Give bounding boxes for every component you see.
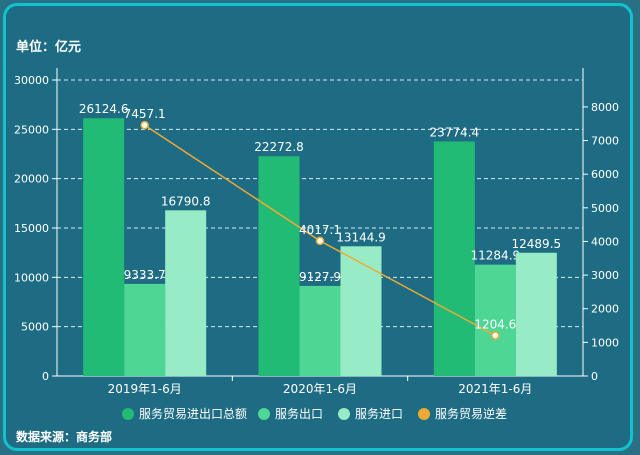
x-tick-label: 2021年1-6月 — [458, 382, 532, 396]
y-right-tick-label: 3000 — [591, 269, 619, 282]
bar — [474, 264, 516, 376]
bar — [340, 246, 382, 376]
source-label: 数据来源：商务部 — [16, 430, 113, 444]
y-right-tick-label: 0 — [591, 370, 598, 383]
bar-data-label: 12489.5 — [512, 237, 562, 251]
bar — [258, 156, 300, 376]
bar — [83, 118, 125, 377]
deficit-data-label: 1204.6 — [474, 317, 516, 331]
bar — [165, 210, 207, 376]
y-left-tick-label: 25000 — [14, 123, 49, 136]
y-left-tick-label: 0 — [42, 370, 49, 383]
bar-data-label: 13144.9 — [336, 230, 386, 244]
bar-data-label: 11284.9 — [471, 249, 521, 263]
legend-label: 服务出口 — [275, 406, 323, 421]
deficit-point — [140, 120, 149, 130]
y-left-tick-label: 20000 — [14, 173, 49, 186]
unit-label: 单位：亿元 — [16, 40, 82, 55]
x-tick-label: 2019年1-6月 — [108, 382, 182, 396]
y-right-tick-label: 8000 — [591, 101, 619, 114]
y-right-tick-label: 2000 — [591, 303, 619, 316]
bar-data-label: 22272.8 — [254, 140, 304, 154]
legend-marker — [258, 408, 270, 420]
y-left-tick-label: 15000 — [14, 222, 49, 235]
legend-label: 服务贸易逆差 — [435, 406, 507, 421]
bar — [299, 285, 341, 376]
x-tick-label: 2020年1-6月 — [283, 382, 357, 396]
legend-label: 服务进口 — [355, 406, 403, 421]
y-right-tick-label: 6000 — [591, 168, 619, 181]
deficit-data-label: 7457.1 — [124, 107, 166, 121]
y-left-tick-label: 30000 — [14, 74, 49, 87]
deficit-point — [491, 331, 500, 340]
legend-marker — [338, 408, 350, 420]
bar — [124, 283, 166, 376]
y-left-tick-label: 10000 — [14, 271, 49, 284]
legend-marker — [122, 408, 134, 420]
bar — [433, 141, 475, 376]
y-right-tick-label: 5000 — [591, 202, 619, 215]
bar-data-label: 23774.4 — [430, 125, 480, 139]
y-right-tick-label: 4000 — [591, 235, 619, 248]
legend-label: 服务贸易进出口总额 — [139, 406, 247, 421]
bar-data-label: 9127.9 — [299, 270, 341, 284]
bar-data-label: 9333.7 — [124, 268, 166, 282]
y-right-tick-label: 1000 — [591, 336, 619, 349]
y-left-tick-label: 5000 — [21, 321, 49, 334]
y-right-tick-label: 7000 — [591, 135, 619, 148]
deficit-data-label: 4017.1 — [299, 223, 341, 237]
bar-data-label: 26124.6 — [79, 102, 129, 116]
bar-data-label: 16790.8 — [161, 194, 211, 208]
bar — [515, 252, 557, 376]
deficit-point — [315, 236, 325, 246]
legend-marker — [418, 408, 430, 420]
